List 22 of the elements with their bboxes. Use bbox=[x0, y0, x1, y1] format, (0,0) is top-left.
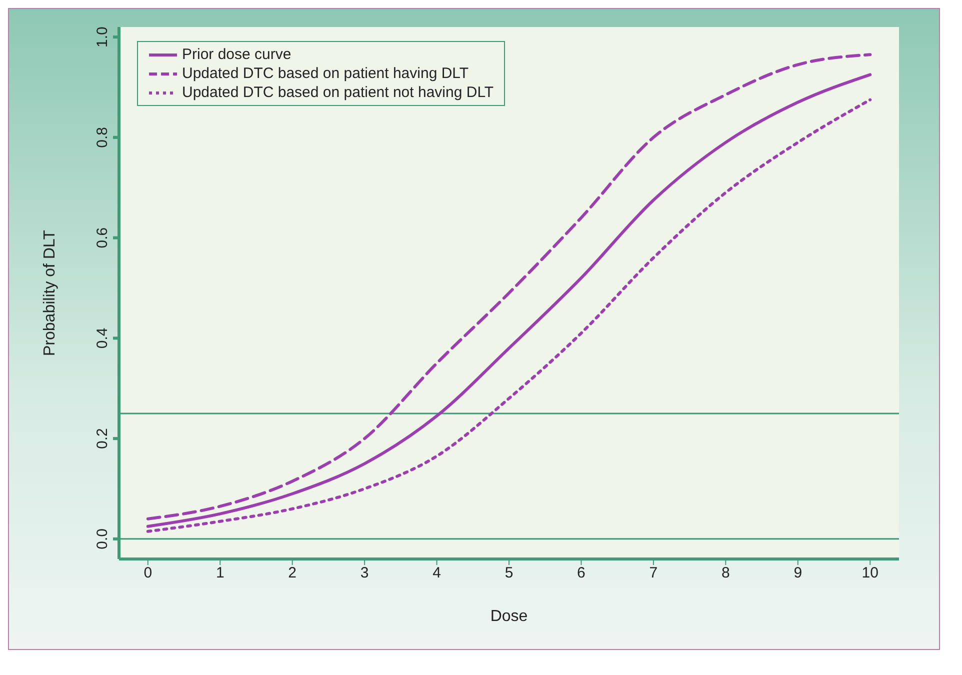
y-axis-title: Probability of DLT bbox=[42, 230, 59, 356]
x-tick-label: 7 bbox=[649, 564, 658, 582]
x-tick-label: 1 bbox=[216, 564, 224, 582]
y-tick-label: 0.2 bbox=[94, 428, 111, 449]
y-tick-label: 0.0 bbox=[94, 528, 111, 550]
x-axis-title: Dose bbox=[490, 608, 528, 625]
legend-label: Updated DTC based on patient having DLT bbox=[182, 64, 469, 83]
x-tick-label: 8 bbox=[721, 564, 730, 582]
x-tick-label: 3 bbox=[360, 564, 369, 582]
x-tick-label: 6 bbox=[577, 564, 586, 582]
x-tick-label: 10 bbox=[862, 564, 878, 582]
x-tick-label: 9 bbox=[794, 564, 802, 582]
y-tick-label: 0.6 bbox=[94, 227, 111, 248]
x-tick-label: 0 bbox=[144, 564, 152, 582]
x-tick-label: 5 bbox=[504, 564, 514, 582]
x-tick-label: 2 bbox=[288, 564, 297, 582]
x-tick-label: 4 bbox=[432, 564, 441, 582]
legend-label: Prior dose curve bbox=[182, 45, 292, 64]
legend-label: Updated DTC based on patient not having DLT bbox=[182, 83, 494, 102]
y-tick-label: 1.0 bbox=[94, 26, 111, 48]
y-tick-label: 0.4 bbox=[94, 328, 111, 349]
y-tick-label: 0.8 bbox=[94, 126, 111, 148]
